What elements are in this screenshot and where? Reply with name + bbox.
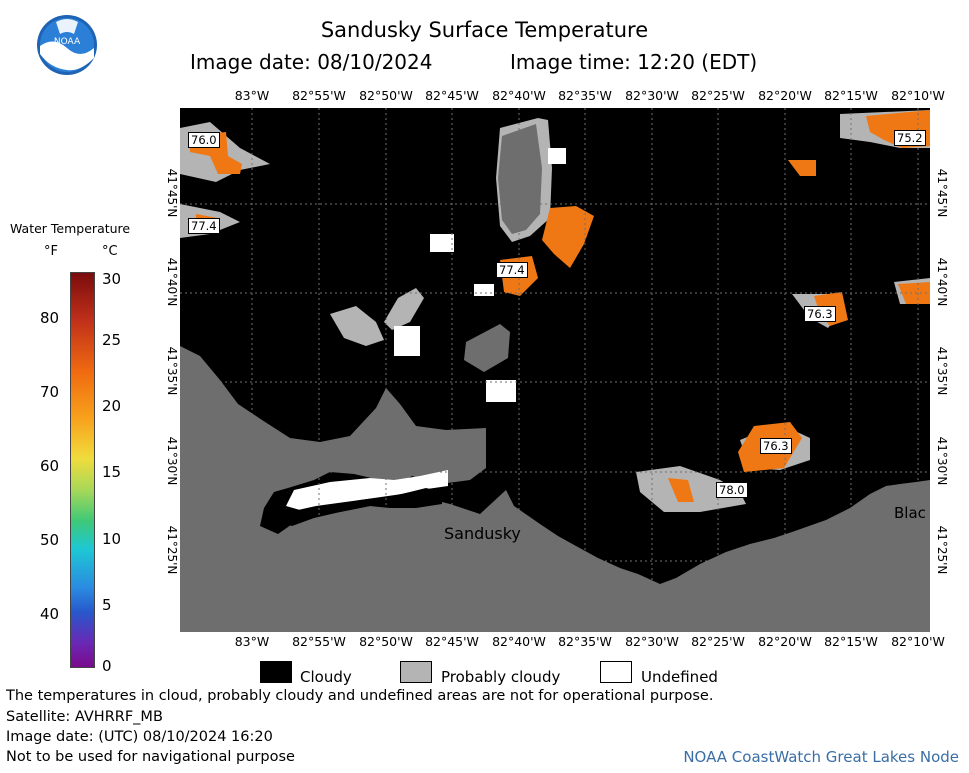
bottom-lon-tick: 82°15'W	[824, 634, 878, 649]
left-lat-tick: 41°35'N	[165, 346, 179, 396]
bottom-lon-tick: 82°25'W	[691, 634, 745, 649]
place-label-sandusky: Sandusky	[444, 524, 521, 543]
svg-text:NOAA: NOAA	[54, 37, 81, 47]
scale-c-tick: 25	[102, 331, 122, 349]
scale-f-tick: 40	[40, 605, 60, 623]
left-lat-tick: 41°45'N	[165, 168, 179, 218]
scale-c-tick: 30	[102, 270, 122, 288]
noaa-logo-icon: NOAA	[36, 14, 98, 76]
page-title: Sandusky Surface Temperature	[320, 18, 649, 42]
image-date: Image date: 08/10/2024	[190, 50, 433, 74]
top-lon-tick: 82°35'W	[558, 88, 612, 103]
right-lat-tick: 41°30'N	[935, 436, 949, 486]
legend-undefined-swatch	[600, 661, 632, 683]
bottom-lon-tick: 82°35'W	[558, 634, 612, 649]
top-lon-tick: 82°30'W	[625, 88, 679, 103]
undefined-area	[286, 470, 448, 510]
bottom-lon-tick: 82°50'W	[359, 634, 413, 649]
temperature-label: 76.3	[804, 306, 836, 322]
credit-link[interactable]: NOAA CoastWatch Great Lakes Node	[683, 748, 959, 766]
footer-image-date: Image date: (UTC) 08/10/2024 16:20	[6, 729, 273, 745]
unit-f: °F	[44, 244, 58, 259]
image-time: Image time: 12:20 (EDT)	[510, 50, 758, 74]
scale-c-tick: 5	[102, 596, 112, 614]
scale-c-tick: 15	[102, 463, 122, 481]
scale-f-tick: 80	[40, 309, 60, 327]
left-lat-tick: 41°30'N	[165, 436, 179, 486]
place-label-blac: Blac	[894, 504, 926, 522]
bottom-lon-tick: 82°55'W	[292, 634, 346, 649]
bottom-lon-tick: 83°W	[234, 634, 270, 649]
temperature-label: 75.2	[894, 130, 926, 146]
top-lon-tick: 82°45'W	[425, 88, 479, 103]
bottom-lon-tick: 82°20'W	[758, 634, 812, 649]
right-lat-tick: 41°40'N	[935, 257, 949, 307]
bottom-lon-tick: 82°10'W	[891, 634, 945, 649]
temperature-label: 76.0	[188, 132, 220, 148]
bottom-lon-tick: 82°45'W	[425, 634, 479, 649]
legend-probably-cloudy-label: Probably cloudy	[441, 668, 561, 686]
left-lat-tick: 41°40'N	[165, 257, 179, 307]
top-lon-tick: 82°55'W	[292, 88, 346, 103]
scale-c-tick: 20	[102, 397, 122, 415]
unit-c: °C	[102, 244, 118, 259]
left-lat-tick: 41°25'N	[165, 525, 179, 575]
top-lon-tick: 82°10'W	[891, 88, 945, 103]
temperature-label: 77.4	[496, 262, 528, 278]
top-lon-tick: 82°20'W	[758, 88, 812, 103]
scale-c-tick: 0	[102, 657, 112, 675]
right-lat-tick: 41°25'N	[935, 525, 949, 575]
footer-satellite: Satellite: AVHRRF_MB	[6, 709, 163, 725]
scale-c-tick: 10	[102, 530, 122, 548]
scale-title: Water Temperature	[10, 221, 131, 236]
footer-navigation-note: Not to be used for navigational purpose	[6, 749, 295, 765]
temperature-label: 77.4	[188, 218, 220, 234]
bottom-lon-tick: 82°30'W	[625, 634, 679, 649]
footer-disclaimer: The temperatures in cloud, probably clou…	[6, 688, 714, 704]
bottom-lon-tick: 82°40'W	[492, 634, 546, 649]
land-area	[180, 346, 930, 632]
legend-cloudy-label: Cloudy	[300, 668, 352, 686]
top-lon-tick: 82°40'W	[492, 88, 546, 103]
legend-probably-cloudy-swatch	[400, 661, 432, 683]
scale-f-tick: 60	[40, 457, 60, 475]
temperature-label: 78.0	[716, 482, 748, 498]
scale-f-tick: 70	[40, 383, 60, 401]
temperature-colorbar	[70, 272, 95, 668]
right-lat-tick: 41°35'N	[935, 346, 949, 396]
scale-f-tick: 50	[40, 531, 60, 549]
top-lon-tick: 82°15'W	[824, 88, 878, 103]
legend-undefined-label: Undefined	[641, 668, 718, 686]
top-lon-tick: 83°W	[234, 88, 270, 103]
top-lon-tick: 82°50'W	[359, 88, 413, 103]
legend-cloudy-swatch	[260, 661, 292, 683]
right-lat-tick: 41°45'N	[935, 168, 949, 218]
temperature-map: Sandusky Blac 76.0 75.2 77.4 77.4 76.3 76.3 78…	[180, 108, 930, 632]
temperature-label: 76.3	[760, 438, 792, 454]
top-lon-tick: 82°25'W	[691, 88, 745, 103]
